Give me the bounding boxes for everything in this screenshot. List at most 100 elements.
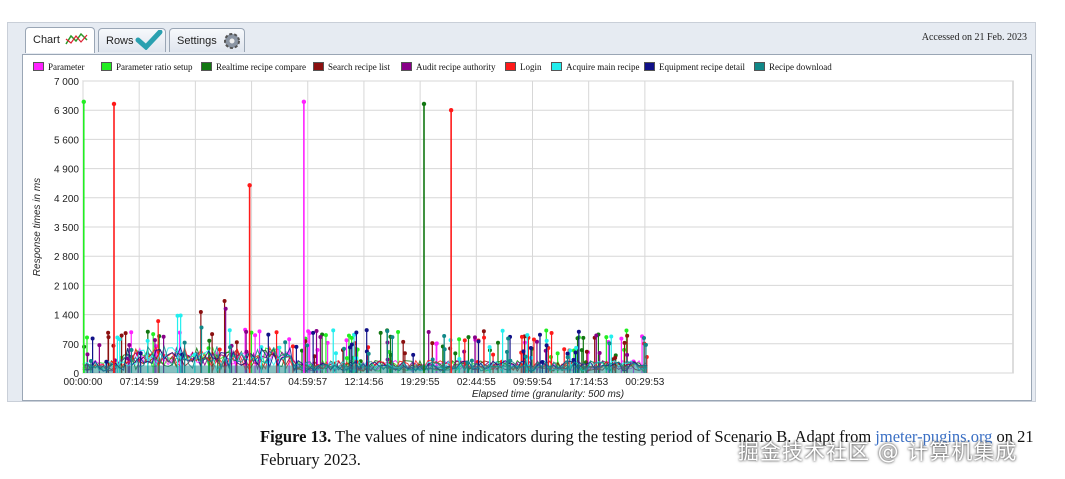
jmeter-plugin-window: Chart Rows Settings Accessed on 21 Feb. … — [7, 22, 1036, 402]
series-point — [462, 349, 467, 354]
chart-panel: Parameter Parameter ratio setup Realtime r… — [22, 54, 1032, 401]
legend-label: Recipe download — [769, 62, 832, 72]
series-point — [469, 358, 474, 363]
series-point — [138, 351, 143, 356]
series-point — [430, 341, 435, 346]
series-point — [385, 329, 390, 334]
y-tick-label: 700 — [62, 340, 79, 351]
series-point — [487, 345, 492, 350]
series-point — [519, 334, 524, 339]
y-tick-label: 7 000 — [54, 77, 79, 88]
legend-label: Acquire main recipe — [566, 62, 640, 72]
series-point — [364, 328, 369, 333]
caption-text-after: on 21 February 2023. — [260, 427, 1034, 469]
series-point — [333, 351, 338, 356]
series-point — [152, 338, 157, 343]
series-point — [581, 335, 586, 340]
series-point — [257, 329, 262, 334]
legend-item: Recipe download — [754, 62, 832, 74]
series-point — [349, 342, 354, 347]
series-point — [207, 338, 212, 343]
series-point — [305, 343, 310, 348]
series-point — [568, 348, 573, 353]
series-point — [90, 336, 95, 341]
series-point — [481, 329, 486, 334]
legend-item: Acquire main recipe — [551, 62, 639, 74]
peak-point — [81, 99, 86, 105]
series-point — [259, 345, 264, 350]
peak-point — [421, 101, 427, 107]
legend-swatch — [754, 62, 765, 71]
series-point — [607, 341, 612, 346]
tab-settings[interactable]: Settings — [169, 28, 245, 52]
series-point — [182, 340, 187, 345]
y-axis-label: Response times in ms — [32, 178, 43, 276]
series-point — [161, 334, 166, 339]
series-point — [106, 335, 111, 340]
y-tick-label: 1 400 — [54, 311, 79, 322]
series-point — [482, 335, 487, 340]
series-point — [115, 335, 120, 340]
series-point — [325, 340, 330, 345]
x-tick-label: 14:29:58 — [176, 377, 215, 388]
figure-label: Figure 13. — [260, 427, 332, 446]
legend-label: Realtime recipe compare — [216, 62, 306, 72]
series-point — [426, 329, 431, 334]
series-point — [642, 335, 647, 340]
y-tick-label: 5 600 — [54, 135, 79, 146]
series-point — [227, 328, 232, 333]
legend-item: Realtime recipe compare — [201, 62, 306, 74]
peak-point — [301, 99, 307, 105]
series-point — [331, 328, 336, 333]
series-point — [643, 342, 648, 347]
accessed-date: Accessed on 21 Feb. 2023 — [921, 32, 1027, 43]
series-point — [396, 329, 401, 334]
series-point — [442, 347, 447, 352]
series-point — [411, 352, 416, 357]
series-point — [571, 357, 576, 362]
series-point — [537, 332, 542, 337]
series-point — [453, 351, 458, 356]
legend-label: Search recipe list — [328, 62, 390, 72]
series-point — [624, 328, 629, 333]
x-tick-label: 00:29:53 — [625, 377, 664, 388]
x-tick-label: 04:59:57 — [288, 377, 327, 388]
legend-label: Login — [520, 62, 542, 72]
legend-swatch — [101, 62, 112, 71]
series-point — [544, 328, 549, 333]
series-point — [565, 355, 570, 360]
x-tick-label: 07:14:59 — [120, 377, 159, 388]
series-point — [234, 340, 239, 345]
series-point — [549, 330, 554, 335]
series-point — [523, 354, 528, 359]
series-point — [244, 329, 249, 334]
series-point — [223, 306, 228, 311]
series-point — [457, 357, 462, 362]
watermark: 掘金技术社区 @ 计算机集成 — [738, 440, 1018, 464]
tab-rows[interactable]: Rows — [98, 28, 166, 52]
series-point — [129, 347, 134, 352]
source-link[interactable]: jmeter-pugins.org — [875, 427, 993, 446]
legend-label: Parameter — [48, 62, 85, 72]
series-point — [625, 352, 630, 357]
series-point — [402, 351, 407, 356]
tab-chart[interactable]: Chart — [25, 27, 95, 53]
series-point — [378, 330, 383, 335]
legend-swatch — [644, 62, 655, 71]
series-point — [88, 358, 93, 363]
series-point — [495, 340, 500, 345]
tab-chart-label: Chart — [33, 34, 60, 46]
x-tick-label: 19:29:55 — [401, 377, 440, 388]
series-point — [129, 330, 134, 335]
legend-swatch — [313, 62, 324, 71]
series-point — [127, 342, 132, 347]
series-point — [349, 335, 354, 340]
caption-text: The values of nine indicators during the… — [331, 427, 876, 446]
legend-swatch — [551, 62, 562, 71]
series-point — [401, 339, 406, 344]
series-point — [323, 333, 328, 338]
series-point — [540, 359, 545, 364]
series-point — [491, 352, 496, 357]
series-point — [465, 360, 470, 365]
series-point — [609, 334, 614, 339]
